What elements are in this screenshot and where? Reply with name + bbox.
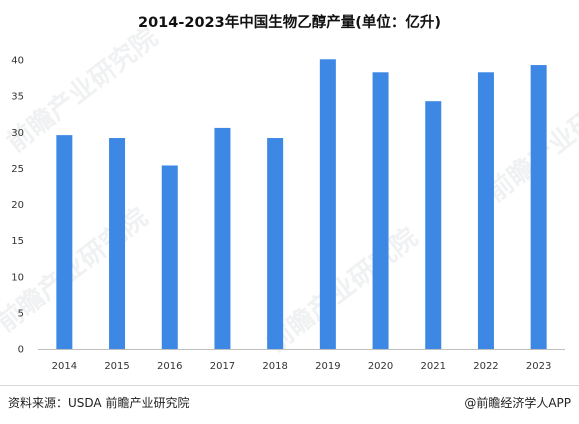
footer-divider [0, 385, 579, 386]
y-tick-label: 35 [11, 92, 24, 103]
y-axis: 0 5 10 15 20 25 30 35 40 [11, 56, 24, 356]
credit-note: @前瞻经济学人APP [464, 396, 571, 410]
bar-2019 [319, 59, 336, 350]
x-tick-label: 2019 [315, 361, 340, 372]
y-tick-label: 15 [11, 236, 24, 247]
x-tick-label: 2020 [368, 361, 393, 372]
bar-2018 [267, 138, 284, 349]
y-tick-label: 5 [18, 308, 24, 319]
y-tick-label: 40 [11, 56, 24, 67]
x-axis: 2014 2015 2016 2017 2018 2019 2020 2021 2022 2023 [52, 361, 552, 372]
bar-2023 [530, 65, 547, 350]
bar-2021 [425, 101, 442, 350]
x-tick-label: 2022 [473, 361, 498, 372]
source-note: 资料来源：USDA 前瞻产业研究院 [8, 396, 190, 410]
bar-2015 [109, 138, 126, 349]
bar-2016 [161, 165, 178, 349]
x-tick-label: 2021 [421, 361, 446, 372]
chart-title: 2014-2023年中国生物乙醇产量(单位：亿升) [138, 15, 441, 31]
bar-series [56, 59, 547, 350]
x-tick-label: 2014 [52, 361, 77, 372]
y-tick-label: 25 [11, 164, 24, 175]
y-tick-label: 10 [11, 272, 24, 283]
y-tick-label: 0 [18, 345, 24, 356]
x-tick-label: 2015 [104, 361, 129, 372]
bar-2022 [477, 72, 494, 349]
bar-2014 [56, 135, 73, 349]
x-tick-label: 2018 [262, 361, 287, 372]
y-tick-label: 20 [11, 200, 24, 211]
x-tick-label: 2016 [157, 361, 182, 372]
y-tick-label: 30 [11, 128, 24, 139]
bar-2017 [214, 127, 231, 349]
x-tick-label: 2023 [526, 361, 551, 372]
x-tick-label: 2017 [210, 361, 235, 372]
bar-2020 [372, 72, 389, 349]
